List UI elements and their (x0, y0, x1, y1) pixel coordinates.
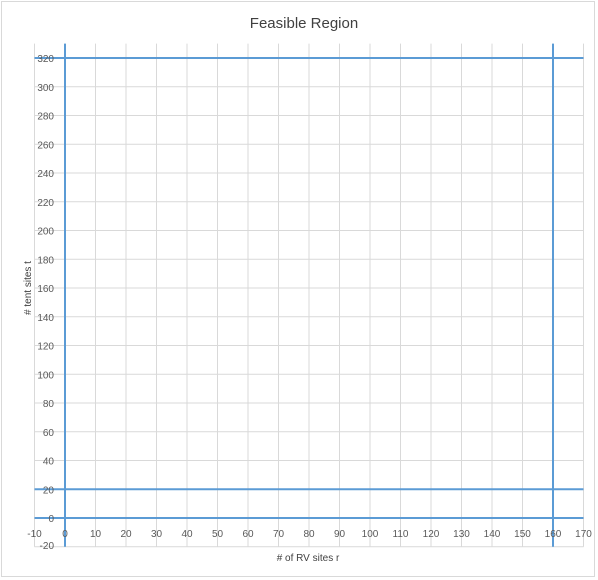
x-tick-label: 120 (423, 529, 440, 540)
grid-lines (34, 43, 584, 548)
y-tick-label: 160 (37, 284, 54, 295)
x-tick-label: 60 (242, 529, 254, 540)
y-tick-label: 280 (37, 112, 54, 123)
x-tick-label: 10 (90, 529, 102, 540)
y-tick-label: 300 (37, 83, 54, 94)
y-tick-label: 0 (48, 514, 54, 525)
x-tick-label: 70 (273, 529, 285, 540)
y-tick-label: 80 (43, 399, 55, 410)
chart-title: Feasible Region (250, 15, 358, 32)
y-tick-label: 100 (37, 370, 54, 381)
x-tick-label: 150 (514, 529, 531, 540)
x-tick-label: 90 (334, 529, 346, 540)
y-tick-label: 240 (37, 169, 54, 180)
y-axis-title: # tent sites t (23, 261, 34, 315)
y-tick-label: 140 (37, 313, 54, 324)
y-tick-label: 320 (37, 54, 54, 65)
x-tick-label: 50 (212, 529, 224, 540)
x-tick-label: 160 (545, 529, 562, 540)
y-tick-label: 40 (43, 457, 55, 468)
x-tick-label: 130 (453, 529, 470, 540)
y-tick-label: 200 (37, 227, 54, 238)
y-tick-label: 180 (37, 255, 54, 266)
x-tick-label: 140 (484, 529, 501, 540)
y-tick-label: 120 (37, 342, 54, 353)
x-tick-label: 40 (181, 529, 193, 540)
y-tick-label: -20 (40, 541, 55, 552)
x-tick-label: 80 (303, 529, 315, 540)
x-tick-label: 0 (62, 529, 68, 540)
y-tick-label: 220 (37, 198, 54, 209)
x-tick-label: 110 (393, 529, 409, 540)
x-tick-label: 170 (575, 529, 592, 540)
x-tick-label: 20 (120, 529, 132, 540)
x-tick-label: -10 (27, 529, 42, 540)
x-tick-label: 30 (151, 529, 163, 540)
series-lines (34, 43, 584, 547)
x-tick-label: 100 (362, 529, 379, 540)
x-axis-title: # of RV sites r (277, 553, 340, 564)
y-tick-label: 260 (37, 140, 54, 151)
y-tick-label: 20 (43, 485, 55, 496)
y-tick-labels: -20 0 20 40 60 80 100 120 140 160 180 200 220 240 260 2… (37, 54, 54, 552)
x-tick-labels: -10 0 10 20 30 40 50 60 70 80 90 100 110 120 130 140 150… (27, 529, 592, 540)
y-tick-label: 60 (43, 428, 55, 439)
